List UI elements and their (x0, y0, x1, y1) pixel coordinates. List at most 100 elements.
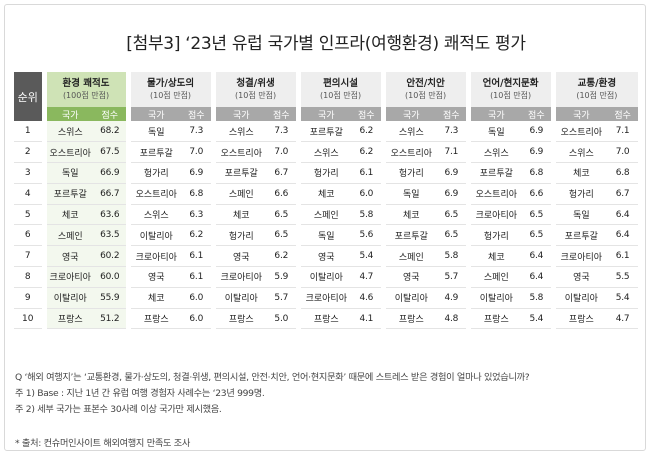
score-cell: 7.1 (607, 121, 639, 143)
table-row: 8 크로아티아 60.0 영국 6.1 크로아티아 5.9 이탈리아 4.7 영국 5.7 스페인 6.… (14, 266, 639, 288)
score-cell: 6.7 (267, 162, 299, 184)
country-cell: 영국 (125, 266, 183, 288)
country-cell: 체코 (41, 204, 94, 226)
rank-cell: 8 (14, 266, 44, 288)
category-header: 청결/위생 (10점 만점) (210, 72, 299, 107)
country-cell: 독일 (380, 183, 438, 205)
country-cell: 스위스 (41, 121, 94, 143)
score-cell: 6.6 (522, 183, 554, 205)
country-cell: 이탈리아 (465, 287, 523, 309)
category-scale: (10점 만점) (150, 90, 192, 100)
country-cell: 크로아티아 (210, 266, 268, 288)
note-2: 주 2) 세부 국가는 표본수 30사례 이상 국가만 제시했음. (15, 404, 222, 415)
score-cell: 6.9 (182, 162, 214, 184)
country-cell: 이탈리아 (380, 287, 438, 309)
country-cell: 체코 (210, 204, 268, 226)
score-cell: 6.3 (182, 204, 214, 226)
country-cell: 프랑스 (550, 308, 608, 330)
rank-header: 순위 (14, 72, 45, 121)
country-column-header: 국가 (210, 107, 268, 121)
country-cell: 스위스 (210, 121, 268, 143)
country-cell: 포르투갈 (295, 121, 353, 143)
country-cell: 포르투갈 (465, 162, 523, 184)
country-cell: 독일 (41, 162, 94, 184)
score-cell: 4.8 (437, 308, 469, 330)
country-cell: 오스트리아 (125, 183, 183, 205)
country-cell: 프랑스 (465, 308, 523, 330)
score-cell: 6.5 (267, 224, 299, 247)
table-row: 7 영국 60.2 크로아티아 6.1 영국 6.2 영국 5.4 스페인 5.8 체코 6.4 크로아티… (14, 245, 639, 268)
category-scale: (10점 만점) (576, 90, 618, 100)
country-cell: 오스트리아 (380, 141, 438, 164)
country-cell: 영국 (550, 266, 608, 288)
table-body: 1 스위스 68.2 독일 7.3 스위스 7.3 포르투갈 6.2 스위스 7.3 독일 6.9 오스트… (14, 121, 639, 330)
score-cell: 6.4 (607, 224, 639, 247)
country-cell: 포르투갈 (125, 141, 183, 164)
score-cell: 7.1 (437, 141, 469, 164)
score-cell: 51.2 (94, 308, 129, 330)
country-cell: 포르투갈 (210, 162, 268, 184)
country-cell: 크로아티아 (550, 245, 608, 268)
score-cell: 6.5 (267, 204, 299, 226)
score-column-header: 점수 (94, 107, 129, 121)
score-cell: 68.2 (94, 121, 129, 143)
country-cell: 포르투갈 (41, 183, 94, 205)
country-cell: 프랑스 (210, 308, 268, 330)
score-cell: 5.6 (352, 224, 384, 247)
country-cell: 영국 (295, 245, 353, 268)
score-cell: 66.9 (94, 162, 129, 184)
category-name: 환경 쾌적도 (62, 77, 110, 89)
category-scale: (10점 만점) (405, 90, 447, 100)
country-cell: 독일 (550, 204, 608, 226)
table-row: 5 체코 63.6 스위스 6.3 체코 6.5 스페인 5.8 체코 6.5 크로아티아 6.5 독일 6… (14, 204, 639, 226)
country-column-header: 국가 (125, 107, 183, 121)
category-header: 교통/환경 (10점 만점) (550, 72, 639, 107)
category-header: 편의시설 (10점 만점) (295, 72, 384, 107)
score-cell: 5.8 (522, 287, 554, 309)
table-row: 1 스위스 68.2 독일 7.3 스위스 7.3 포르투갈 6.2 스위스 7.3 독일 6.9 오스트… (14, 121, 639, 143)
country-cell: 영국 (41, 245, 94, 268)
score-cell: 6.5 (437, 224, 469, 247)
category-scale: (10점 만점) (490, 90, 532, 100)
country-cell: 스페인 (380, 245, 438, 268)
country-cell: 이탈리아 (41, 287, 94, 309)
score-cell: 6.6 (267, 183, 299, 205)
category-header: 물가/상도의 (10점 만점) (125, 72, 214, 107)
category-name: 언어/현지문화 (482, 77, 539, 89)
country-column-header: 국가 (295, 107, 353, 121)
score-column-header: 점수 (607, 107, 639, 121)
country-cell: 스페인 (465, 266, 523, 288)
category-header: 안전/치안 (10점 만점) (380, 72, 469, 107)
score-column-header: 점수 (437, 107, 469, 121)
country-cell: 독일 (465, 121, 523, 143)
score-cell: 7.0 (182, 141, 214, 164)
score-cell: 4.7 (607, 308, 639, 330)
score-cell: 6.4 (607, 204, 639, 226)
score-cell: 63.5 (94, 224, 129, 247)
score-column-header: 점수 (522, 107, 554, 121)
country-cell: 크로아티아 (41, 266, 94, 288)
score-cell: 67.5 (94, 141, 129, 164)
score-cell: 7.3 (437, 121, 469, 143)
country-cell: 영국 (380, 266, 438, 288)
score-cell: 6.5 (522, 204, 554, 226)
score-cell: 4.7 (352, 266, 384, 288)
country-cell: 영국 (210, 245, 268, 268)
score-cell: 60.0 (94, 266, 129, 288)
score-cell: 6.0 (182, 287, 214, 309)
rank-cell: 2 (14, 141, 44, 164)
country-cell: 헝가리 (210, 224, 268, 247)
rank-cell: 10 (14, 308, 44, 330)
score-cell: 6.8 (182, 183, 214, 205)
table-row: 10 프랑스 51.2 프랑스 6.0 프랑스 5.0 프랑스 4.1 프랑스 4.8 프랑스 5.4 프… (14, 308, 639, 330)
score-cell: 4.6 (352, 287, 384, 309)
score-cell: 7.0 (267, 141, 299, 164)
score-cell: 6.1 (182, 266, 214, 288)
country-cell: 체코 (550, 162, 608, 184)
score-cell: 6.7 (607, 183, 639, 205)
score-cell: 6.1 (182, 245, 214, 268)
country-cell: 오스트리아 (41, 141, 94, 164)
country-column-header: 국가 (41, 107, 94, 121)
country-cell: 헝가리 (125, 162, 183, 184)
country-cell: 오스트리아 (550, 121, 608, 143)
